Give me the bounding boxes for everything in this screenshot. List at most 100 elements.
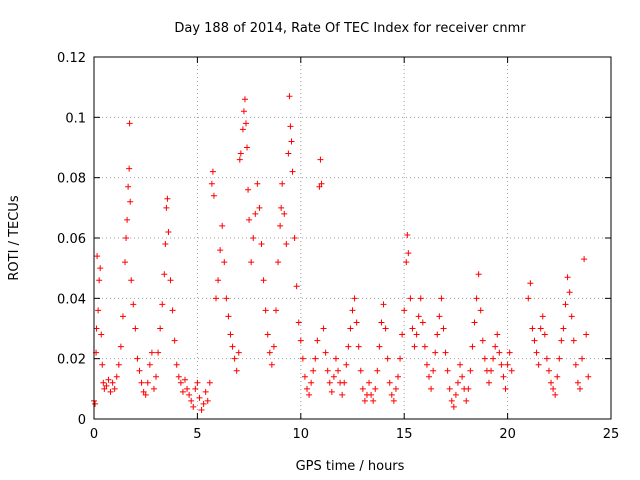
- grid-lines: [94, 57, 611, 419]
- data-point: [157, 325, 164, 332]
- data-point: [492, 343, 499, 350]
- data-point: [496, 349, 503, 356]
- data-point: [401, 307, 408, 314]
- data-point: [368, 391, 375, 398]
- data-point: [219, 222, 226, 229]
- data-point: [161, 271, 168, 278]
- data-point: [254, 180, 261, 187]
- data-point: [217, 247, 224, 254]
- data-point: [390, 397, 397, 404]
- data-point: [124, 216, 131, 223]
- data-point: [376, 343, 383, 350]
- data-point: [465, 385, 472, 392]
- data-point: [502, 385, 509, 392]
- data-point: [560, 325, 567, 332]
- data-point: [165, 228, 172, 235]
- data-point: [227, 331, 234, 338]
- data-point: [404, 231, 411, 238]
- data-point: [357, 367, 364, 374]
- data-point: [246, 216, 253, 223]
- data-point: [564, 274, 571, 281]
- plot-frame: [93, 56, 612, 420]
- data-point: [581, 256, 588, 263]
- data-point: [490, 355, 497, 362]
- data-point: [423, 361, 430, 368]
- data-point: [270, 343, 277, 350]
- data-point: [297, 337, 304, 344]
- data-point: [353, 319, 360, 326]
- data-point: [529, 325, 536, 332]
- x-tick-label: 25: [603, 427, 620, 442]
- data-point: [258, 241, 265, 248]
- data-point: [132, 325, 139, 332]
- data-point: [167, 277, 174, 284]
- data-point: [498, 361, 505, 368]
- data-point: [94, 253, 101, 260]
- data-point: [382, 325, 389, 332]
- data-point: [570, 337, 577, 344]
- data-point: [236, 156, 243, 163]
- data-point: [448, 397, 455, 404]
- data-point: [312, 355, 319, 362]
- data-point: [380, 301, 387, 308]
- data-point: [181, 376, 188, 383]
- data-point: [169, 307, 176, 314]
- data-point: [242, 120, 249, 127]
- data-point: [326, 379, 333, 386]
- data-point: [173, 361, 180, 368]
- data-point: [288, 138, 295, 145]
- data-point: [229, 343, 236, 350]
- data-point: [283, 241, 290, 248]
- data-point: [250, 235, 257, 241]
- data-point: [556, 355, 563, 362]
- data-point: [541, 331, 548, 338]
- y-tick-label: 0.02: [57, 353, 86, 368]
- data-point: [335, 367, 342, 374]
- data-point: [392, 385, 399, 392]
- data-point: [140, 388, 147, 395]
- data-point: [481, 355, 488, 362]
- data-point: [153, 373, 160, 380]
- data-point: [328, 388, 335, 395]
- data-point: [177, 379, 184, 386]
- data-point: [576, 385, 583, 392]
- data-point: [454, 379, 461, 386]
- y-tick-label: 0.1: [65, 111, 86, 126]
- data-point: [485, 379, 492, 386]
- data-point: [434, 331, 441, 338]
- data-point: [554, 373, 561, 380]
- data-point: [343, 361, 350, 368]
- data-point: [221, 259, 228, 266]
- data-point: [322, 349, 329, 356]
- data-point: [583, 331, 590, 338]
- y-tick-label: 0: [78, 413, 86, 428]
- data-point: [446, 385, 453, 392]
- data-point: [100, 379, 107, 386]
- data-point: [277, 222, 284, 229]
- data-point: [494, 331, 501, 338]
- data-point: [504, 361, 511, 368]
- data-point: [101, 385, 108, 392]
- data-point: [179, 388, 186, 395]
- data-point: [103, 382, 110, 389]
- data-point: [374, 367, 381, 374]
- data-point: [150, 385, 157, 392]
- data-points: [91, 93, 592, 413]
- data-point: [295, 319, 302, 326]
- data-point: [399, 331, 406, 338]
- data-point: [467, 367, 474, 374]
- data-point: [252, 210, 259, 217]
- data-point: [535, 361, 542, 368]
- data-point: [438, 295, 445, 302]
- data-point: [208, 180, 215, 187]
- data-point: [278, 204, 285, 211]
- data-point: [119, 313, 126, 320]
- data-point: [579, 355, 586, 362]
- data-point: [407, 295, 414, 302]
- data-point: [155, 349, 162, 356]
- data-point: [314, 337, 321, 344]
- data-point: [244, 144, 251, 151]
- data-point: [347, 325, 354, 332]
- data-point: [264, 331, 271, 338]
- data-point: [190, 403, 197, 410]
